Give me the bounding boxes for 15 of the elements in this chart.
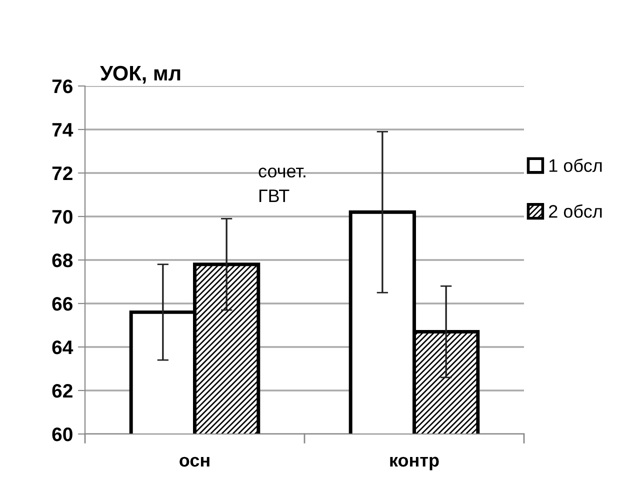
y-tick-label: 62	[52, 384, 72, 398]
y-tick-label: 72	[52, 166, 72, 180]
y-tick-label: 68	[52, 253, 73, 268]
x-tick-label: контр	[390, 456, 439, 470]
chart-title: УОК, мл	[100, 66, 180, 84]
y-tick-label: 70	[52, 210, 72, 224]
y-tick-label: 64	[52, 340, 74, 354]
x-tick-label: осн	[180, 456, 210, 467]
y-tick-label: 60	[52, 427, 72, 442]
y-tick-label: 66	[52, 296, 72, 311]
legend-label: 2 обсл	[549, 204, 602, 218]
y-tick-label: 76	[52, 79, 72, 94]
legend-label: 1 обсл	[549, 158, 602, 172]
annotation: сочет. ГВТ	[258, 168, 306, 202]
y-tick-label: 74	[52, 123, 74, 137]
